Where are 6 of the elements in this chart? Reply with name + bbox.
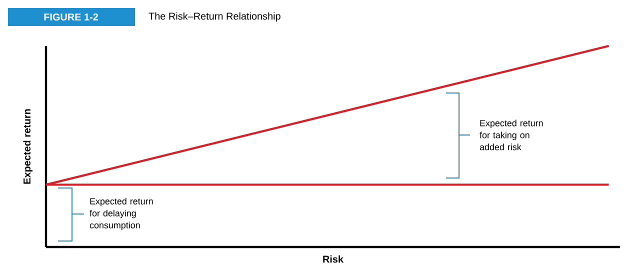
y-axis-title: Expected return bbox=[23, 109, 32, 184]
annotation: Expected return for delaying consumption bbox=[90, 198, 153, 230]
caption: FIGURE 1-2 bbox=[44, 13, 98, 21]
annotation: Expected return for taking on added risk bbox=[480, 120, 543, 150]
chart-title: The Risk–Return Relationship bbox=[148, 12, 280, 22]
x-axis-title: Risk bbox=[323, 255, 344, 263]
